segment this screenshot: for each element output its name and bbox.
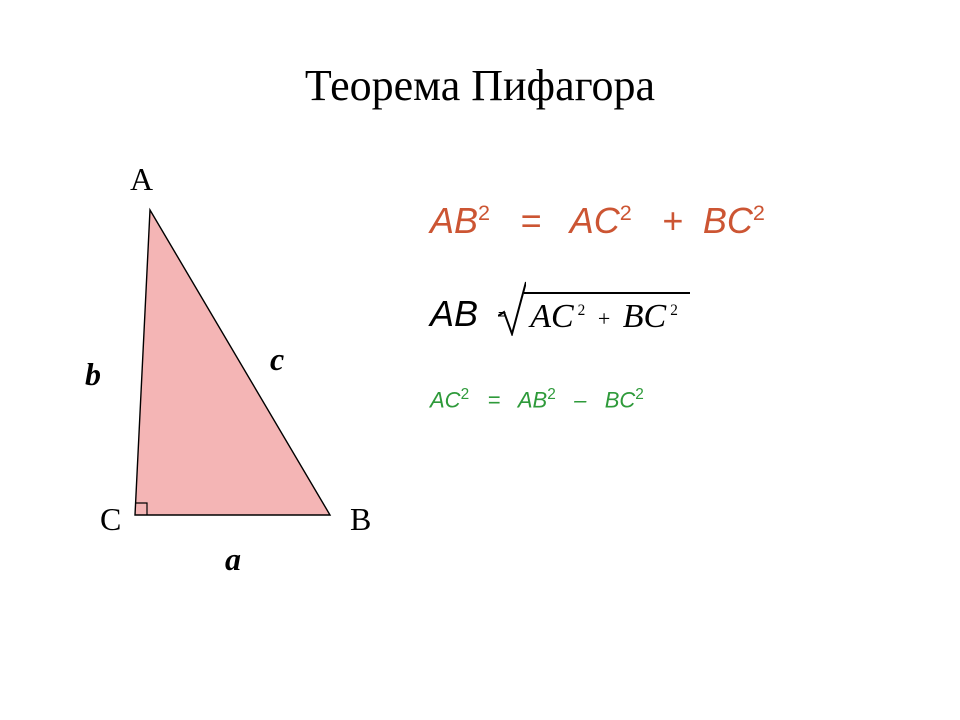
- red-rhs1: AC: [570, 200, 620, 241]
- red-lhs-exp: 2: [478, 200, 490, 225]
- green-rhs2-exp: 2: [635, 386, 644, 403]
- radical-icon: [498, 280, 526, 336]
- rad2-exp: 2: [670, 302, 678, 319]
- red-eq: =: [520, 200, 541, 241]
- rad-plus: +: [598, 306, 610, 331]
- vertex-A-label: A: [130, 161, 153, 197]
- rad1: AC: [530, 298, 573, 335]
- formula-red: AB2 = AC2 + BC2: [430, 200, 930, 242]
- red-rhs2: BC: [703, 200, 753, 241]
- vertex-C-label: C: [100, 501, 121, 537]
- triangle-svg: A B C a b c: [60, 170, 380, 610]
- red-rhs1-exp: 2: [620, 200, 632, 225]
- green-lhs: AC: [430, 387, 461, 412]
- side-b-label: b: [85, 356, 101, 392]
- green-rhs1-exp: 2: [547, 386, 556, 403]
- green-eq: =: [487, 387, 500, 412]
- green-lhs-exp: 2: [461, 386, 470, 403]
- formula-sqrt: AB = AC2 + BC2: [430, 292, 930, 336]
- formula-green: AC2 = AB2 – BC2: [430, 386, 930, 413]
- green-minus: –: [574, 387, 586, 412]
- green-rhs2: BC: [605, 387, 636, 412]
- green-rhs1: AB: [518, 387, 547, 412]
- side-c-label: c: [270, 341, 284, 377]
- red-lhs: AB: [430, 200, 478, 241]
- triangle-diagram: A B C a b c: [60, 170, 380, 610]
- sqrt-radical: AC2 + BC2: [524, 292, 690, 336]
- red-rhs2-exp: 2: [753, 200, 765, 225]
- triangle-polygon: [135, 210, 330, 515]
- radicand: AC2 + BC2: [524, 292, 690, 336]
- rad2: BC: [623, 298, 666, 335]
- vertex-B-label: B: [350, 501, 371, 537]
- side-a-label: a: [225, 541, 241, 577]
- sqrt-lhs: AB: [430, 293, 478, 335]
- page-title: Теорема Пифагора: [0, 60, 960, 111]
- rad1-exp: 2: [578, 302, 586, 319]
- formulas-block: AB2 = AC2 + BC2 AB = AC2 + BC2 AC2 = AB2…: [430, 200, 930, 463]
- red-plus: +: [662, 200, 683, 241]
